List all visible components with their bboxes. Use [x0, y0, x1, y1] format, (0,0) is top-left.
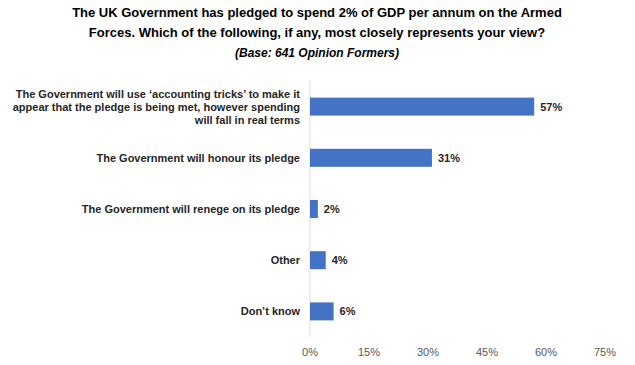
data-label: 31% — [438, 152, 460, 164]
x-tick-label: 0% — [302, 346, 318, 358]
x-tick-label: 45% — [476, 346, 498, 358]
background — [0, 0, 635, 365]
x-tick-label: 75% — [594, 346, 616, 358]
category-label: Other — [271, 254, 301, 266]
category-label: Don’t know — [241, 305, 301, 317]
data-label: 6% — [340, 305, 356, 317]
data-label: 4% — [332, 254, 348, 266]
title: The UK Government has pledged to spend 2… — [72, 5, 562, 40]
chart: The UK Government has pledged to spend 2… — [0, 0, 635, 365]
bars — [310, 98, 534, 321]
category-label: The Government will honour its pledge — [96, 152, 300, 164]
x-tick — [369, 337, 370, 340]
bar — [310, 251, 326, 269]
bar — [310, 149, 432, 167]
x-tick-label: 30% — [417, 346, 439, 358]
category-label: The Government will renege on its pledge — [82, 203, 300, 215]
category-label: The Government will use ‘accounting tric… — [13, 88, 301, 126]
data-label: 57% — [540, 101, 562, 113]
x-tick — [310, 337, 311, 340]
x-tick — [428, 337, 429, 340]
bar — [310, 200, 318, 218]
x-tick-label: 15% — [358, 346, 380, 358]
x-tick-label: 60% — [535, 346, 557, 358]
x-tick — [487, 337, 488, 340]
data-label: 2% — [324, 203, 340, 215]
subtitle: (Base: 641 Opinion Formers) — [235, 46, 399, 60]
bar — [310, 98, 534, 116]
x-tick — [605, 337, 606, 340]
x-tick — [546, 337, 547, 340]
bar — [310, 302, 334, 320]
